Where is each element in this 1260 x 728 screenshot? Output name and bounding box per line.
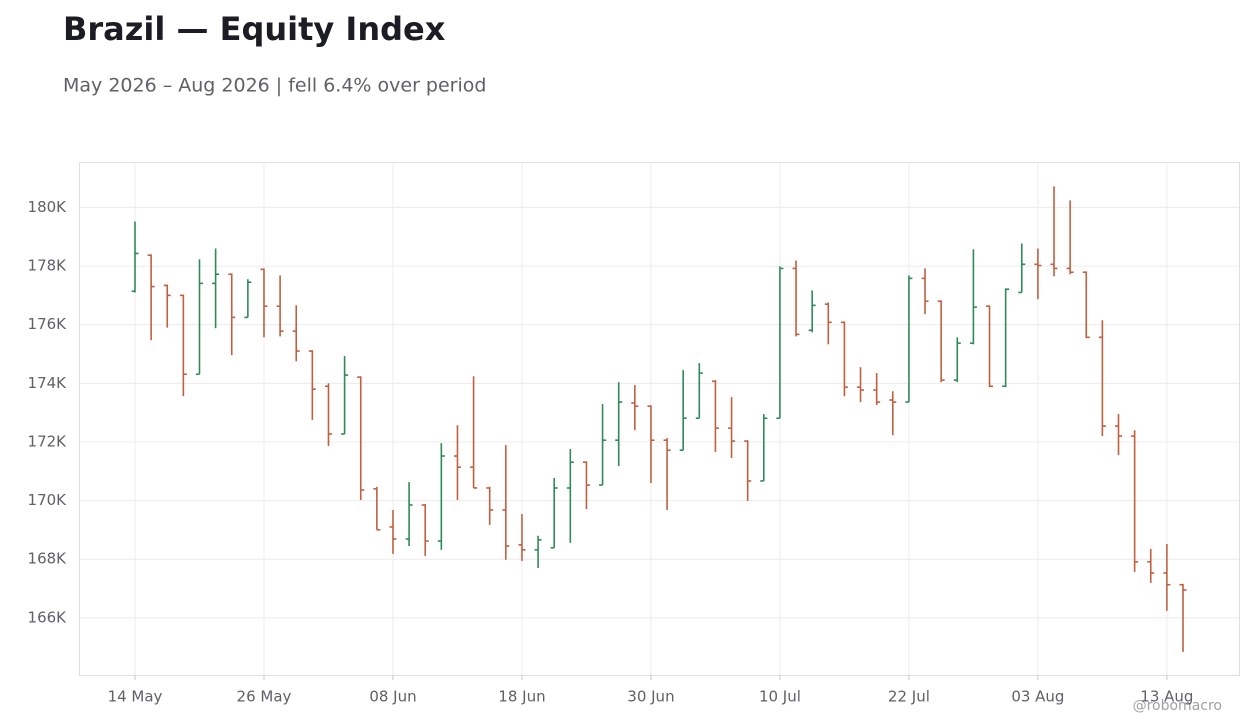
watermark: @robomacro bbox=[1133, 698, 1222, 714]
chart-title: Brazil — Equity Index bbox=[63, 10, 446, 48]
y-tick-label: 178K bbox=[28, 257, 68, 275]
x-tick-label: 14 May bbox=[108, 688, 163, 706]
x-tick-label: 26 May bbox=[237, 688, 292, 706]
y-tick-label: 172K bbox=[28, 432, 68, 450]
x-tick-label: 08 Jun bbox=[369, 688, 416, 706]
y-tick-label: 168K bbox=[28, 550, 68, 568]
x-tick-label: 22 Jul bbox=[888, 688, 930, 706]
x-tick-label: 30 Jun bbox=[627, 688, 674, 706]
y-tick-label: 180K bbox=[28, 198, 68, 216]
y-tick-label: 174K bbox=[28, 374, 68, 392]
y-tick-label: 170K bbox=[28, 491, 68, 509]
x-tick-label: 13 Aug bbox=[1140, 688, 1193, 706]
x-tick-label: 03 Aug bbox=[1011, 688, 1064, 706]
plot-frame bbox=[79, 162, 1240, 676]
y-tick-label: 166K bbox=[28, 608, 68, 626]
y-tick-label: 176K bbox=[28, 315, 68, 333]
x-tick-label: 18 Jun bbox=[498, 688, 545, 706]
chart-subtitle: May 2026 – Aug 2026 | fell 6.4% over per… bbox=[63, 75, 486, 97]
x-tick-label: 10 Jul bbox=[759, 688, 801, 706]
